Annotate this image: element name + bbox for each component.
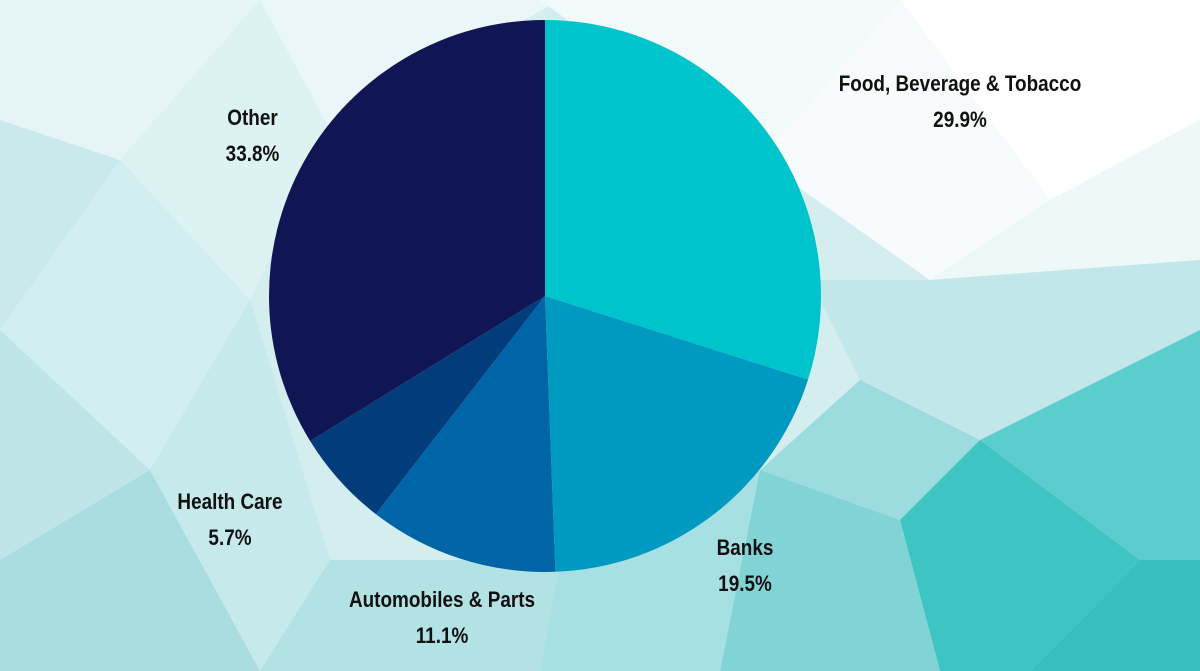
slice-label-banks: Banks 19.5% bbox=[689, 530, 801, 602]
slice-label-health-care: Health Care 5.7% bbox=[161, 484, 299, 556]
slice-label-food-beverage-tobacco: Food, Beverage & Tobacco 29.9% bbox=[822, 66, 1097, 138]
pie-slice-banks bbox=[545, 296, 809, 572]
slice-category-label: Food, Beverage & Tobacco bbox=[838, 71, 1082, 96]
slice-label-automobiles-parts: Automobiles & Parts 11.1% bbox=[330, 582, 554, 654]
slice-value-label: 33.8% bbox=[225, 141, 280, 166]
slice-category-label: Health Care bbox=[177, 489, 283, 514]
pie-slice-health-care bbox=[310, 296, 545, 515]
slice-value-label: 11.1% bbox=[415, 623, 469, 648]
slice-category-label: Banks bbox=[716, 535, 774, 560]
slice-value-label: 5.7% bbox=[208, 525, 252, 550]
slice-value-label: 19.5% bbox=[718, 571, 772, 596]
slice-category-label: Automobiles & Parts bbox=[348, 587, 536, 612]
pie-slice-automobiles-parts bbox=[375, 296, 556, 572]
pie-slice-other bbox=[269, 20, 545, 441]
slice-category-label: Other bbox=[227, 105, 278, 130]
slice-label-other: Other 33.8% bbox=[207, 100, 297, 172]
slice-value-label: 29.9% bbox=[933, 107, 987, 132]
pie-slice-food-beverage-tobacco bbox=[545, 20, 821, 380]
